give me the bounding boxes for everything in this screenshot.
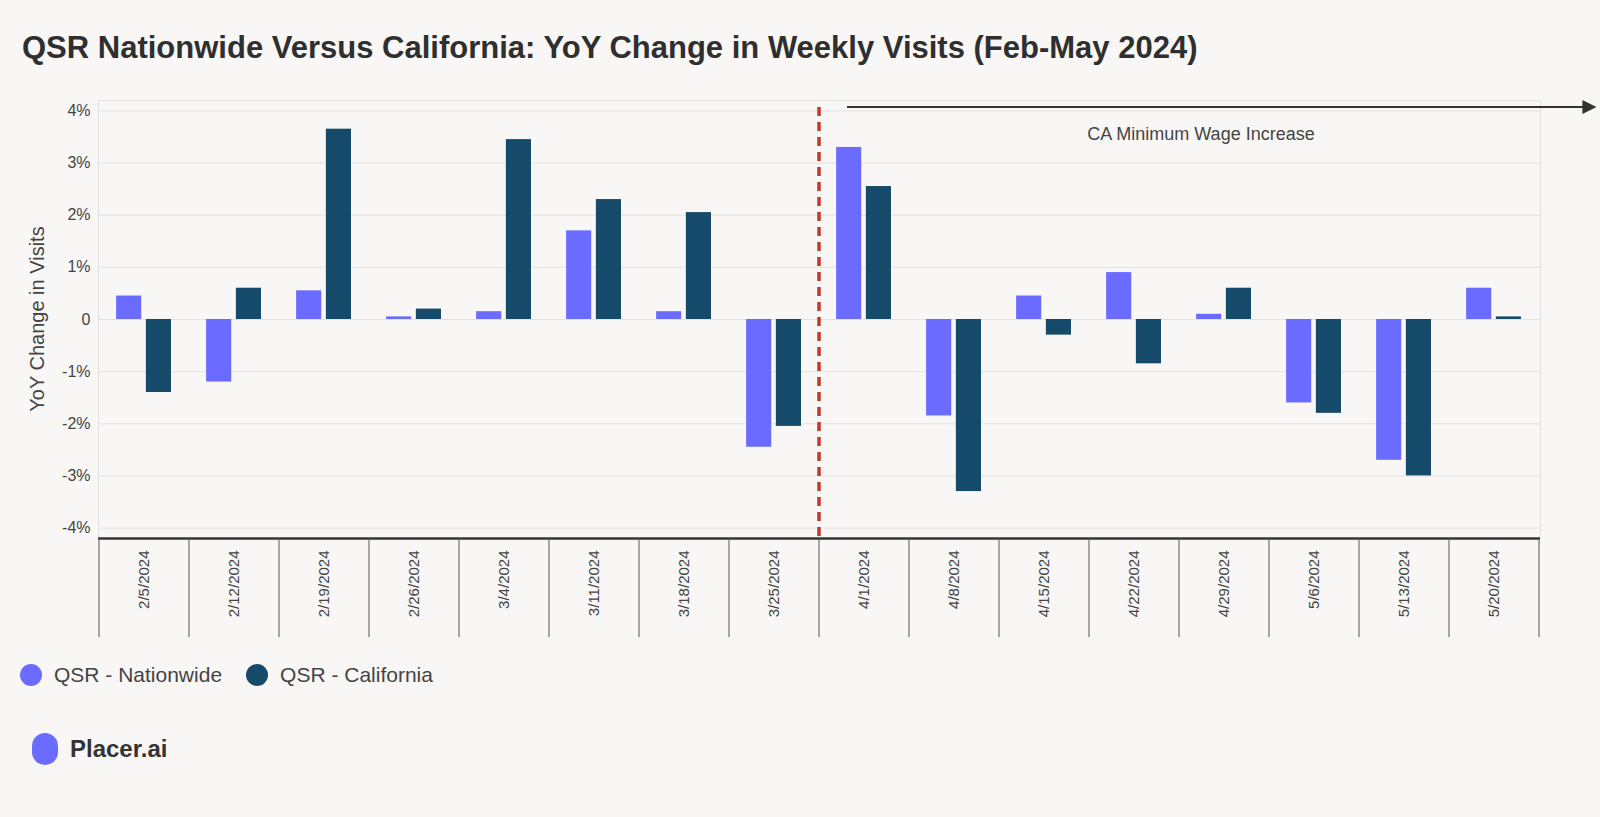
html-text:QSR - California: QSR - California [280,663,433,686]
svg-text:2/26/2024: 2/26/2024 [405,551,422,618]
svg-text:2%: 2% [67,206,90,223]
html-text:QSR - Nationwide: QSR - Nationwide [54,663,223,686]
svg-text:3/4/2024: 3/4/2024 [495,551,512,609]
svg-text:2/19/2024: 2/19/2024 [315,551,332,618]
svg-text:2/12/2024: 2/12/2024 [225,551,242,618]
svg-text:4/8/2024: 4/8/2024 [945,551,962,609]
svg-text:-2%: -2% [62,415,90,432]
html-text:Placer.ai: Placer.ai [70,735,168,762]
html-text:QSR Nationwide Versus Californ: QSR Nationwide Versus California: YoY Ch… [22,30,1198,65]
svg-text:1%: 1% [67,258,90,275]
svg-text:2/5/2024: 2/5/2024 [135,551,152,609]
svg-text:YoY Change in Visits: YoY Change in Visits [26,226,48,411]
svg-text:4/29/2024: 4/29/2024 [1215,551,1232,618]
svg-text:0: 0 [82,311,91,328]
svg-text:3%: 3% [67,154,90,171]
svg-text:4%: 4% [67,102,90,119]
svg-text:5/13/2024: 5/13/2024 [1395,551,1412,618]
svg-text:3/18/2024: 3/18/2024 [675,551,692,618]
svg-text:4/15/2024: 4/15/2024 [1035,551,1052,618]
svg-text:5/6/2024: 5/6/2024 [1305,551,1322,609]
svg-text:3/11/2024: 3/11/2024 [585,551,602,617]
svg-text:5/20/2024: 5/20/2024 [1485,551,1502,618]
svg-text:4/22/2024: 4/22/2024 [1125,551,1142,618]
svg-text:4/1/2024: 4/1/2024 [855,551,872,609]
svg-text:3/25/2024: 3/25/2024 [765,551,782,618]
svg-text:CA Minimum Wage Increase: CA Minimum Wage Increase [1087,124,1314,144]
svg-text:-4%: -4% [62,519,90,536]
svg-text:-3%: -3% [62,467,90,484]
svg-text:-1%: -1% [62,363,90,380]
